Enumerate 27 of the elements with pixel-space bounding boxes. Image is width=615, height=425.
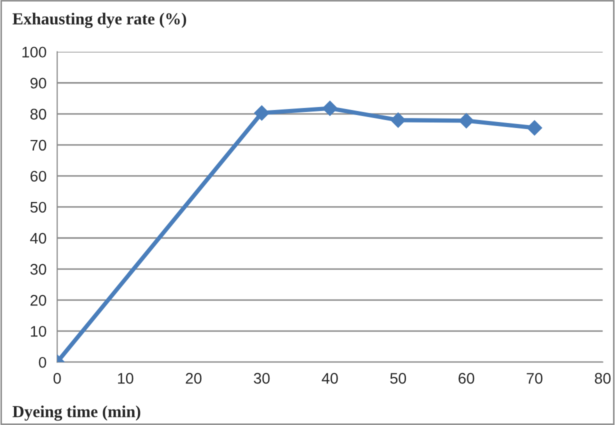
y-tick-label: 70	[30, 140, 46, 151]
x-tick-label: 50	[390, 372, 406, 384]
x-tick-label: 70	[526, 372, 542, 384]
point	[254, 105, 270, 121]
y-tick-label: 100	[22, 46, 46, 58]
y-tick-label: 30	[30, 264, 46, 275]
x-tick-label: 40	[322, 372, 338, 384]
y-tick-label: 40	[30, 232, 46, 244]
x-axis-title: Dyeing time (min)	[12, 406, 140, 421]
y-tick-label: 50	[30, 202, 46, 213]
y-tick-label: 60	[30, 170, 46, 182]
y-tick-label: 90	[30, 78, 46, 89]
x-tick-label: 20	[186, 372, 202, 384]
x-tick-label: 80	[594, 372, 611, 384]
y-tick-label: 80	[30, 108, 46, 120]
point	[458, 113, 474, 128]
y-tick-label: 20	[30, 294, 46, 306]
y-tick-label: 10	[30, 326, 46, 337]
x-tick-label: 60	[458, 372, 474, 384]
point	[322, 100, 338, 116]
x-tick-label: 10	[118, 372, 134, 384]
x-tick-label: 30	[254, 372, 270, 384]
point	[390, 112, 406, 128]
y-axis-title: Exhausting dye rate (%)	[12, 12, 186, 28]
point	[526, 120, 542, 136]
x-tick-label: 0	[54, 372, 61, 384]
y-tick-label: 0	[38, 356, 46, 368]
